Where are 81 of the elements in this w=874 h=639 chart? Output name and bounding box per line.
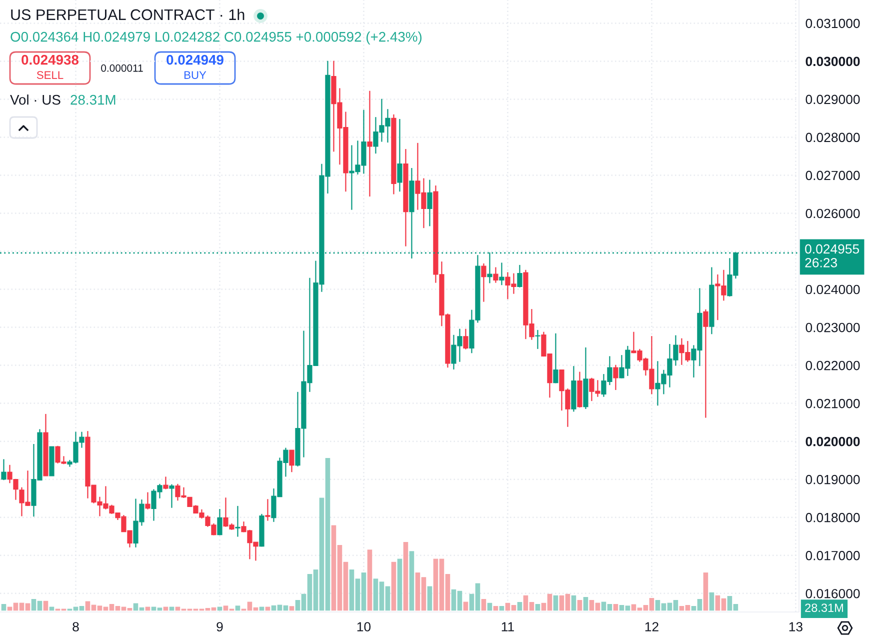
candlestick: [493, 266, 498, 284]
annotation: Vol · US: [10, 94, 60, 105]
annotation: 0.024949: [166, 54, 224, 65]
x-tick-label: 11: [502, 622, 514, 632]
bar: [169, 606, 174, 611]
bar: [709, 592, 714, 611]
bar: [487, 602, 492, 611]
bar: [583, 596, 588, 611]
bar: [577, 600, 582, 611]
y-tick-label: 0.027000: [806, 170, 860, 180]
x-tick-label: 8: [72, 622, 79, 632]
ref-line-label: 0.024955 26:23: [805, 244, 860, 268]
y-tick-label: 0.016000: [806, 588, 860, 598]
x-tick-label: 12: [645, 622, 658, 632]
candlestick: [499, 262, 504, 286]
candlestick: [397, 118, 402, 192]
bar: [403, 542, 408, 611]
candlestick: [517, 264, 522, 288]
candlestick: [553, 332, 558, 384]
x-tick-label: 13: [789, 622, 802, 632]
candlestick: [427, 179, 432, 227]
bar: [43, 600, 48, 611]
bar: [517, 602, 522, 611]
bar: [217, 606, 222, 611]
y-tick-label: 0.030000: [806, 56, 860, 66]
candlestick: [217, 508, 222, 536]
candlestick: [1, 458, 6, 481]
bar: [163, 606, 168, 611]
y-tick-label: 0.017000: [806, 550, 860, 560]
y-tick-label: 0.022000: [806, 360, 860, 370]
bar: [235, 606, 240, 611]
bar: [427, 586, 432, 611]
y-tick-label: 0.031000: [806, 18, 860, 28]
y-tick-label: 0.026000: [806, 208, 860, 218]
candlestick: [367, 90, 372, 198]
candlestick: [235, 505, 240, 538]
y-tick-label: 0.020000: [806, 436, 860, 446]
y-tick-label: 0.029000: [806, 94, 860, 104]
bar: [265, 606, 270, 611]
bar: [367, 550, 372, 611]
bar: [613, 604, 618, 611]
candlestick: [535, 329, 540, 350]
bar: [571, 595, 576, 611]
annotation: 0.024938: [22, 54, 79, 65]
bar: [397, 558, 402, 611]
bar: [553, 595, 558, 611]
y-tick-label: 0.021000: [806, 398, 860, 408]
x-tick-label: 10: [357, 622, 371, 632]
candlestick: [481, 262, 486, 302]
candlestick: [289, 450, 294, 473]
y-tick-label: 0.028000: [806, 132, 860, 142]
candlestick: [163, 476, 168, 490]
annotation: SELL: [36, 71, 64, 79]
y-tick-label: 0.019000: [806, 474, 860, 484]
bar: [409, 551, 414, 611]
bar: [535, 604, 540, 611]
text: O0.024364 H0.024979 L0.024282 C0.024955 +0.000592 (+2.43%): [10, 32, 422, 44]
y-tick-label: 0.024000: [806, 284, 860, 294]
annotation: 28.31M: [70, 94, 116, 105]
candlestick: [613, 364, 618, 391]
bar: [289, 606, 294, 611]
annotation: 0.000011: [101, 64, 143, 72]
candlestick: [169, 484, 174, 508]
y-tick-label: 0.018000: [806, 512, 860, 522]
bar: [1, 604, 6, 611]
bar: [703, 572, 708, 611]
candlestick: [703, 308, 708, 418]
bar: [259, 606, 264, 611]
bar: [391, 562, 396, 611]
bar: [145, 606, 150, 611]
bar: [463, 602, 468, 611]
text: 28.31M: [805, 604, 843, 612]
bar: [49, 606, 54, 611]
candlestick: [145, 492, 150, 510]
chart-title: US PERPETUAL CONTRACT · 1h: [11, 8, 244, 20]
annotation: BUY: [184, 71, 206, 79]
bar: [481, 598, 486, 611]
candlestick: [265, 498, 270, 522]
y-tick-label: 0.023000: [806, 322, 860, 332]
candlestick: [463, 328, 468, 350]
x-tick-label: 9: [216, 622, 223, 632]
